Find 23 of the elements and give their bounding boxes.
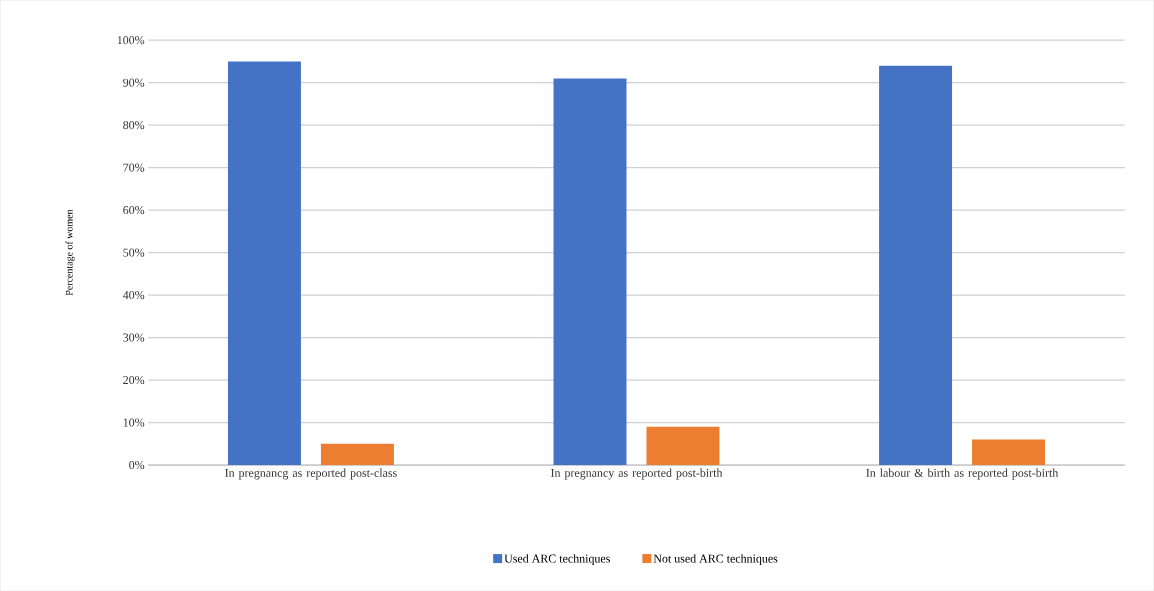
bar [227, 61, 301, 465]
bar [879, 65, 953, 465]
bar [320, 443, 394, 465]
y-tick-label: 20% [123, 375, 145, 385]
x-tick-label: In labour & birth as reported post-birth [866, 468, 1059, 480]
y-tick-label: 70% [123, 163, 145, 172]
y-tick-label: 100% [117, 36, 145, 45]
legend-label: Used ARC techniques [504, 554, 610, 565]
y-tick-label: 50% [123, 248, 145, 257]
y-tick-label: 80% [123, 120, 145, 130]
y-tick-label: 10% [123, 418, 145, 427]
bar [972, 439, 1046, 465]
bar [553, 78, 627, 465]
bar [646, 426, 720, 465]
y-tick-label: 40% [122, 290, 145, 300]
y-tick-label: 90% [123, 78, 145, 87]
y-tick-label: 30% [123, 333, 145, 342]
y-tick-label: 60% [123, 205, 145, 215]
x-tick-label: In pregnancg as reported post-class [225, 468, 397, 480]
legend-label: Not used ARC techniques [653, 554, 778, 565]
x-tick-label: In pregnancy as reported post-birth [550, 468, 723, 480]
y-axis-title: Percentage of women [65, 209, 75, 296]
y-tick-label: 0% [129, 460, 145, 469]
